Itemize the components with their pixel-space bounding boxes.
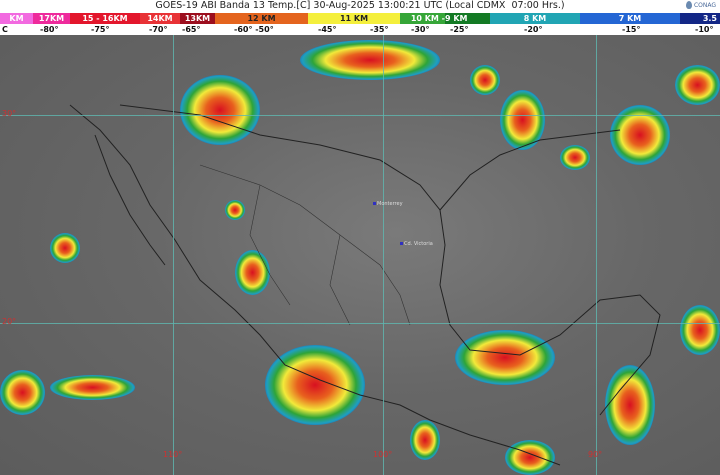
temp-label: -20°	[524, 25, 543, 34]
legend-seg: 17KM	[33, 13, 70, 24]
cloud-top-height-legend: KM 17KM 15 - 16KM 14KM 13KM 12 KM 11 KM …	[0, 13, 720, 24]
storm-cell	[470, 65, 500, 95]
storm-cell	[265, 345, 365, 425]
logo-text: CONAG	[693, 1, 716, 9]
longitude-line	[173, 35, 174, 475]
storm-cell	[410, 420, 440, 460]
storm-cell	[680, 305, 720, 355]
longitude-label: 90°	[588, 450, 603, 459]
legend-seg: 11 KM	[308, 13, 400, 24]
city-label: Cd. Victoria	[400, 241, 433, 247]
storm-cell	[180, 75, 260, 145]
coastline-borders	[69, 104, 661, 466]
temp-label: -45°	[318, 25, 337, 34]
latitude-line	[0, 115, 720, 116]
legend-seg: KM	[0, 13, 33, 24]
temp-label: -35°	[370, 25, 389, 34]
temp-label: -25°	[450, 25, 469, 34]
temperature-scale: C -80° -75° -70° -65° -60° -50° -45° -35…	[0, 24, 720, 35]
storm-cell	[455, 330, 555, 385]
image-title: GOES-19 ABI Banda 13 Temp.[C] 30-Aug-202…	[155, 0, 565, 11]
water-drop-icon	[685, 1, 692, 9]
longitude-line	[596, 35, 597, 475]
storm-cell	[0, 370, 45, 415]
temp-label: -10°	[695, 25, 714, 34]
storm-cell	[560, 145, 590, 170]
temp-label: -30°	[411, 25, 430, 34]
satellite-map: 30° 20° 110° 100° 90° Monterrey Cd. Vict…	[0, 35, 720, 475]
legend-seg: 14KM	[140, 13, 180, 24]
temp-label: -70°	[149, 25, 168, 34]
legend-seg: 15 - 16KM	[70, 13, 140, 24]
temp-label: -60° -50°	[234, 25, 274, 34]
legend-seg: 8 KM	[490, 13, 580, 24]
temp-label: -80°	[40, 25, 59, 34]
storm-cell	[235, 250, 270, 295]
storm-cell	[505, 440, 555, 475]
storm-cell	[500, 90, 545, 150]
temp-label: -65°	[182, 25, 201, 34]
legend-seg: 13KM	[180, 13, 215, 24]
temp-label: -15°	[622, 25, 641, 34]
legend-seg: 3.5	[680, 13, 720, 24]
legend-seg: 12 KM	[215, 13, 308, 24]
longitude-label: 110°	[163, 450, 183, 459]
storm-cell	[50, 375, 135, 400]
storm-cell	[50, 233, 80, 263]
storm-cell	[300, 40, 440, 80]
storm-cell	[225, 200, 245, 220]
latitude-label: 20°	[2, 317, 17, 326]
temp-label: C	[2, 25, 8, 34]
latitude-line	[0, 323, 720, 324]
longitude-label: 100°	[373, 450, 393, 459]
conagua-logo: CONAG	[685, 1, 716, 9]
temp-label: -75°	[91, 25, 110, 34]
legend-seg: 9 KM	[445, 13, 490, 24]
city-label: Monterrey	[373, 201, 403, 207]
legend-seg: 7 KM	[580, 13, 680, 24]
longitude-line	[383, 35, 384, 475]
legend-seg: 10 KM -	[400, 13, 445, 24]
storm-cell	[675, 65, 720, 105]
latitude-label: 30°	[2, 109, 17, 118]
